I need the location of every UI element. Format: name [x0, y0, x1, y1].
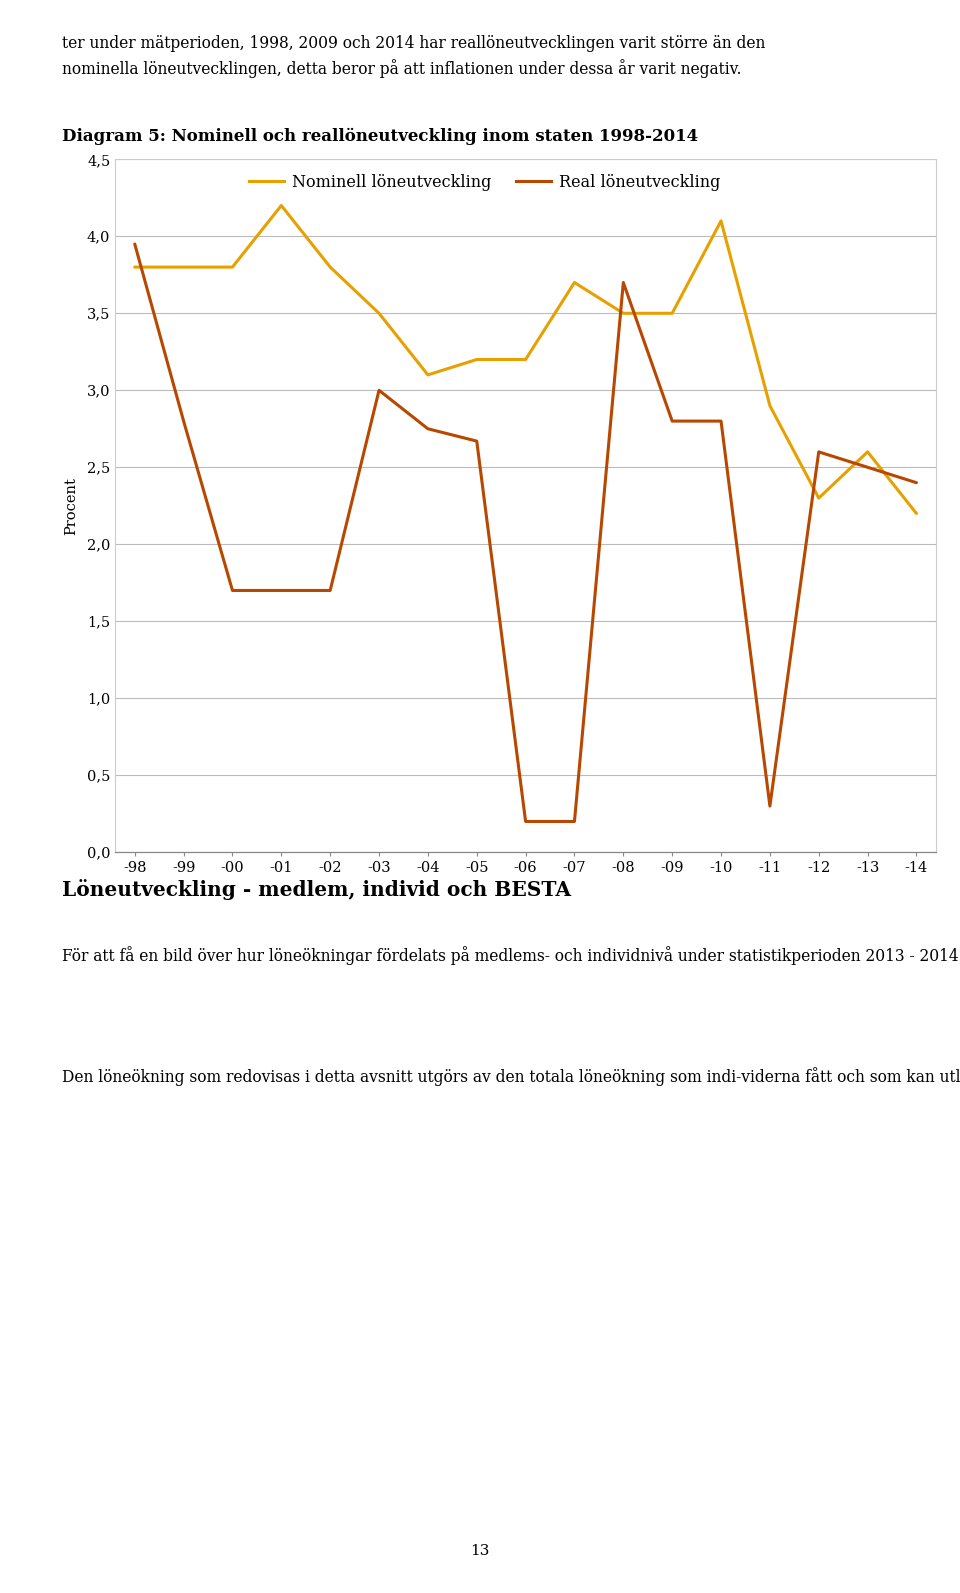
Text: För att få en bild över hur löneökningar fördelats på medlems- och individnivå u: För att få en bild över hur löneökningar…: [62, 946, 960, 965]
Text: Diagram 5: Nominell och reallöneutveckling inom staten 1998-2014: Diagram 5: Nominell och reallöneutveckli…: [62, 127, 699, 145]
Text: 13: 13: [470, 1544, 490, 1558]
Legend: Nominell löneutveckling, Real löneutveckling: Nominell löneutveckling, Real löneutveck…: [243, 167, 727, 198]
Y-axis label: Procent: Procent: [64, 476, 79, 535]
Text: ter under mätperioden, 1998, 2009 och 2014 har reallöneutvecklingen varit större: ter under mätperioden, 1998, 2009 och 20…: [62, 35, 766, 78]
Text: Den löneökning som redovisas i detta avsnitt utgörs av den totala löneökning som: Den löneökning som redovisas i detta avs…: [62, 1067, 960, 1086]
Text: Löneutveckling - medlem, individ och BESTA: Löneutveckling - medlem, individ och BES…: [62, 879, 571, 900]
